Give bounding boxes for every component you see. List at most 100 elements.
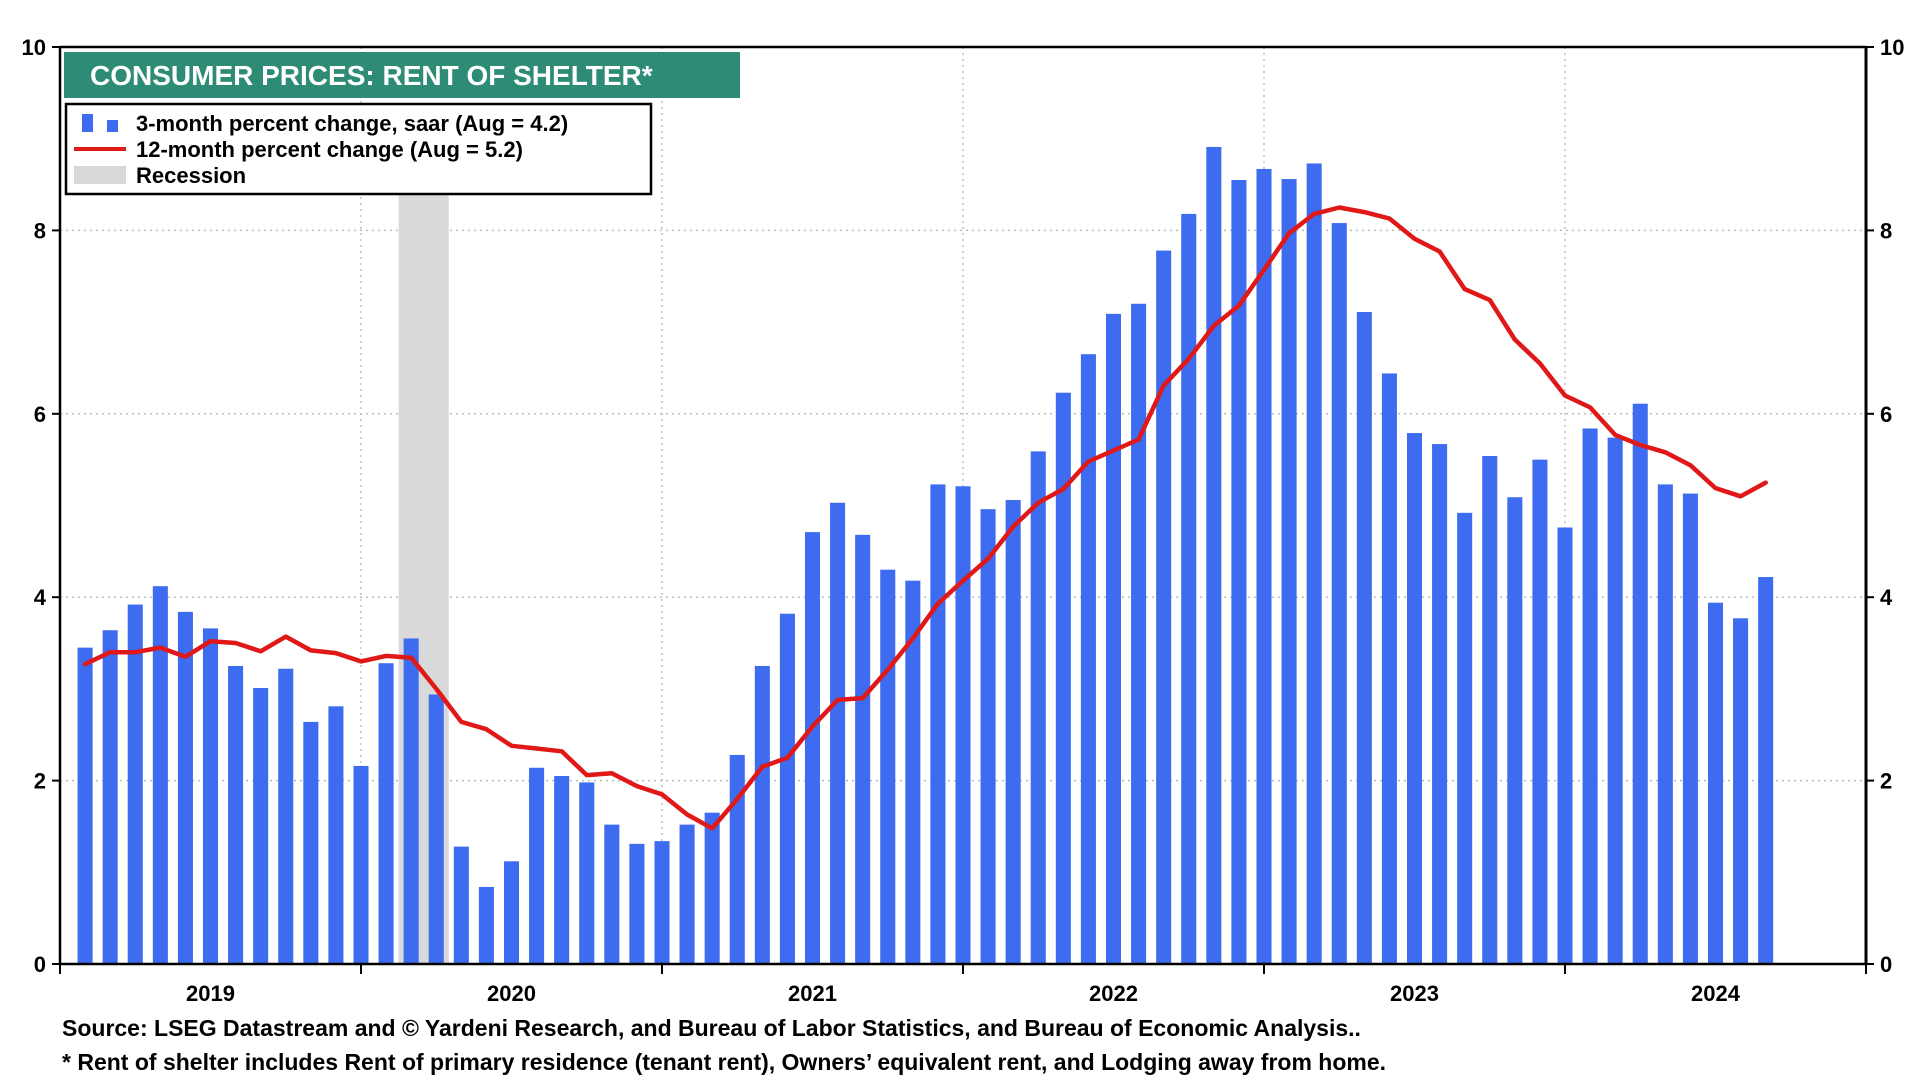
legend-line-label: 12-month percent change (Aug = 5.2) <box>136 137 523 162</box>
bar <box>303 721 319 964</box>
bar <box>1557 527 1573 964</box>
x-tick-label: 2019 <box>186 981 235 1006</box>
bar-series <box>77 146 1774 965</box>
bar <box>1758 577 1774 964</box>
bar <box>1356 312 1372 964</box>
bar <box>1532 459 1548 964</box>
bar <box>1256 168 1272 964</box>
bar <box>1131 303 1147 964</box>
bar <box>428 694 444 964</box>
y-tick-label-left: 8 <box>34 218 46 243</box>
chart-title: CONSUMER PRICES: RENT OF SHELTER* <box>90 60 653 91</box>
bar <box>654 841 670 964</box>
bar <box>328 706 344 964</box>
bar <box>1632 403 1648 964</box>
definition-note: * Rent of shelter includes Rent of prima… <box>62 1049 1387 1075</box>
bar <box>127 604 143 964</box>
bar <box>1156 250 1172 965</box>
bar <box>378 663 394 964</box>
bar <box>704 812 720 964</box>
bar <box>228 665 244 964</box>
bar <box>1457 512 1473 964</box>
y-tick-label-right: 6 <box>1880 402 1892 427</box>
bar <box>1607 437 1623 965</box>
bar <box>1381 373 1397 964</box>
bar <box>453 846 469 964</box>
bar <box>1733 618 1749 964</box>
bar <box>980 509 996 964</box>
bar <box>529 767 545 964</box>
x-tick-label: 2024 <box>1691 981 1741 1006</box>
bar <box>1482 455 1498 964</box>
axes: 0 0 2 2 4 4 6 6 8 8 10 10 2019 2020 2021 2022 2023 2024 <box>22 35 1905 1006</box>
bar <box>1055 392 1071 965</box>
x-tick-label: 2020 <box>487 981 536 1006</box>
x-tick-label: 2021 <box>788 981 837 1006</box>
legend-box <box>64 102 653 196</box>
legend-bar-swatch <box>107 120 118 132</box>
bar <box>1231 179 1247 965</box>
y-tick-label-right: 10 <box>1880 35 1904 60</box>
bar <box>1181 213 1197 965</box>
legend-bars-label: 3-month percent change, saar (Aug = 4.2) <box>136 111 568 136</box>
bar <box>1406 433 1423 964</box>
line-series <box>82 205 1768 831</box>
x-tick-label: 2023 <box>1390 981 1439 1006</box>
bar <box>1582 428 1598 964</box>
y-tick-label-left: 4 <box>34 585 47 610</box>
chart-title-background <box>64 52 740 98</box>
y-tick-label-left: 0 <box>34 952 46 977</box>
bar <box>1206 146 1222 964</box>
y-tick-label-left: 6 <box>34 402 46 427</box>
bar <box>177 611 193 964</box>
y-tick-label-right: 4 <box>1880 585 1893 610</box>
bar <box>253 687 269 964</box>
bar <box>579 782 595 964</box>
bar <box>278 668 294 964</box>
bar <box>102 630 118 964</box>
bar <box>152 586 168 964</box>
bar <box>955 486 971 964</box>
bar <box>503 861 520 964</box>
bar <box>478 886 494 964</box>
y-tick-label-right: 2 <box>1880 769 1892 794</box>
bar <box>1030 451 1046 965</box>
bar <box>1306 163 1322 965</box>
bar <box>604 824 620 964</box>
bar <box>1331 223 1347 965</box>
bar <box>77 647 93 964</box>
bar <box>202 628 219 964</box>
bar <box>353 765 369 964</box>
bar <box>855 534 871 964</box>
y-tick-label-left: 10 <box>22 35 46 60</box>
bar <box>1682 493 1698 964</box>
bar <box>554 776 570 964</box>
y-tick-label-right: 8 <box>1880 218 1892 243</box>
bar <box>1005 499 1021 964</box>
y-tick-label-left: 2 <box>34 769 46 794</box>
bar <box>804 532 821 964</box>
bar <box>1707 602 1724 964</box>
bar <box>1432 444 1448 964</box>
bar <box>403 638 419 964</box>
x-tick-label: 2022 <box>1089 981 1138 1006</box>
legend-recession-swatch <box>74 166 126 184</box>
bar <box>1657 484 1673 964</box>
y-tick-label-right: 0 <box>1880 952 1892 977</box>
bar <box>1507 497 1523 964</box>
bar <box>1281 179 1297 965</box>
bar <box>679 824 695 964</box>
legend: 3-month percent change, saar (Aug = 4.2)… <box>64 102 653 196</box>
bar <box>729 754 745 964</box>
bar <box>930 484 946 964</box>
bar <box>905 580 921 964</box>
legend-bar-swatch <box>82 114 93 132</box>
bar <box>1080 354 1096 964</box>
bar <box>629 843 645 964</box>
bar <box>779 613 795 964</box>
bar <box>754 665 770 964</box>
source-note: Source: LSEG Datastream and © Yardeni Re… <box>62 1015 1361 1041</box>
bar <box>830 502 846 964</box>
twelve-month-line <box>82 205 1768 831</box>
